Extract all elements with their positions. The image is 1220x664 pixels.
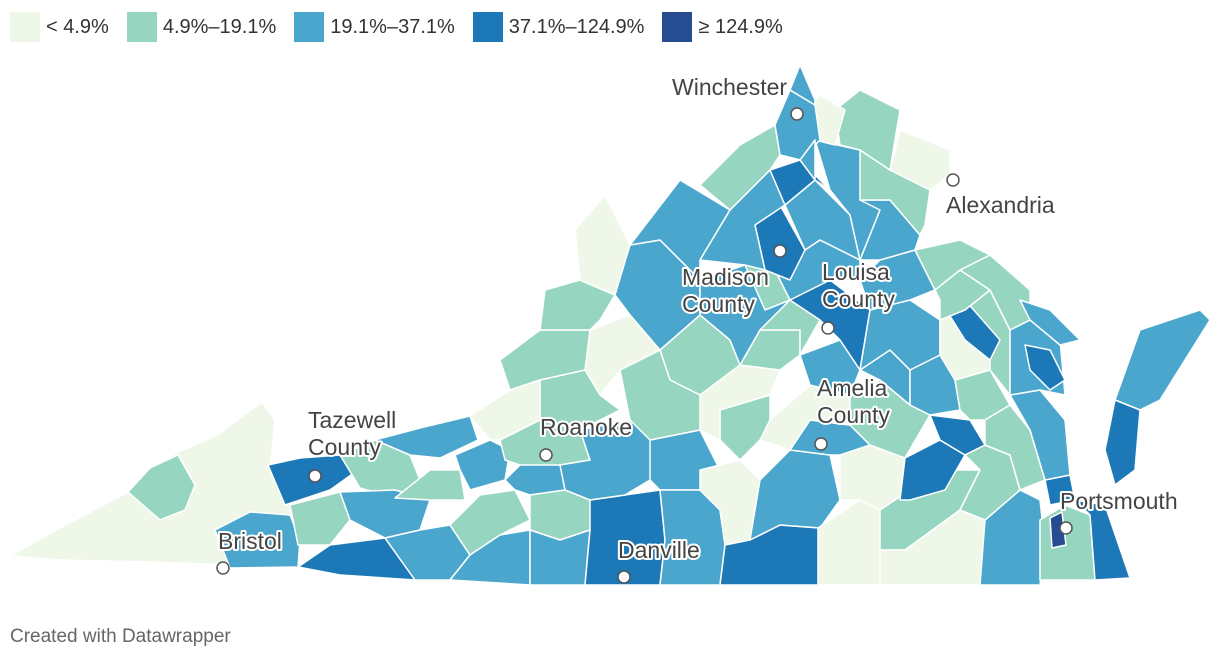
legend-label: < 4.9%	[46, 15, 109, 38]
label-amelia: Amelia County	[817, 375, 890, 428]
region-pulaski[interactable]	[394, 469, 466, 501]
label-louisa: Louisa County	[822, 259, 895, 312]
marker-amelia[interactable]	[814, 437, 828, 451]
label-madison: Madison County	[682, 264, 769, 317]
legend-swatch	[662, 12, 693, 42]
footer-credit: Created with Datawrapper	[10, 626, 231, 647]
region-rappahannock[interactable]	[769, 159, 831, 206]
legend-item-5: ≥ 124.9%	[662, 12, 783, 42]
marker-bristol[interactable]	[216, 561, 230, 575]
label-winchester: Winchester	[672, 74, 787, 100]
marker-louisa[interactable]	[821, 321, 835, 335]
region-hanover[interactable]	[859, 299, 941, 371]
marker-winchester[interactable]	[790, 107, 804, 121]
region-bland[interactable]	[374, 415, 479, 459]
region-amherst[interactable]	[619, 349, 701, 441]
region-northumberland[interactable]	[1019, 299, 1081, 346]
region-northampton[interactable]	[1104, 399, 1141, 486]
legend-swatch	[10, 12, 40, 42]
legend-label: 4.9%–19.1%	[162, 15, 277, 38]
legend-label: ≥ 124.9%	[698, 15, 783, 38]
legend: < 4.9% 4.9%–19.1% 19.1%–37.1% 37.1%–124.…	[10, 12, 801, 42]
region-james-city[interactable]	[984, 404, 1046, 491]
label-roanoke: Roanoke	[540, 414, 632, 440]
label-bristol: Bristol	[218, 528, 282, 554]
legend-item-3: 19.1%–37.1%	[294, 12, 455, 42]
region-sw-green[interactable]	[127, 454, 196, 521]
marker-alexandria[interactable]	[946, 173, 960, 187]
region-patrick[interactable]	[449, 529, 531, 586]
legend-item-1: < 4.9%	[10, 12, 109, 42]
region-fairfax-light[interactable]	[889, 129, 951, 191]
region-montgomery[interactable]	[504, 461, 566, 496]
marker-madison[interactable]	[773, 244, 787, 258]
region-vabeach[interactable]	[1074, 499, 1131, 581]
region-middlesex[interactable]	[1024, 344, 1066, 391]
legend-label: 19.1%–37.1%	[330, 15, 455, 38]
region-portsmouth[interactable]	[1049, 511, 1067, 549]
legend-item-4: 37.1%–124.9%	[472, 12, 645, 42]
legend-swatch	[472, 12, 503, 42]
label-danville: Danville	[618, 537, 700, 563]
legend-item-2: 4.9%–19.1%	[126, 12, 277, 42]
legend-swatch	[126, 12, 157, 42]
marker-roanoke[interactable]	[539, 448, 553, 462]
region-warren[interactable]	[779, 139, 816, 181]
region-chesapeake[interactable]	[1039, 504, 1096, 581]
marker-danville[interactable]	[617, 570, 631, 584]
region-fluvanna[interactable]	[759, 299, 821, 356]
marker-tazewell[interactable]	[308, 469, 322, 483]
region-accomack[interactable]	[1114, 309, 1211, 411]
region-smyth[interactable]	[289, 491, 351, 546]
region-craig[interactable]	[469, 379, 541, 441]
region-powhatan[interactable]	[799, 339, 861, 396]
region-winchester-city[interactable]	[789, 64, 816, 106]
label-tazewell: Tazewell County	[308, 407, 396, 460]
label-portsmouth: Portsmouth	[1060, 488, 1178, 514]
label-alexandria: Alexandria	[946, 192, 1055, 218]
legend-label: 37.1%–124.9%	[508, 15, 645, 38]
region-westmoreland[interactable]	[914, 239, 991, 291]
legend-swatch	[294, 12, 325, 42]
marker-portsmouth[interactable]	[1059, 521, 1073, 535]
